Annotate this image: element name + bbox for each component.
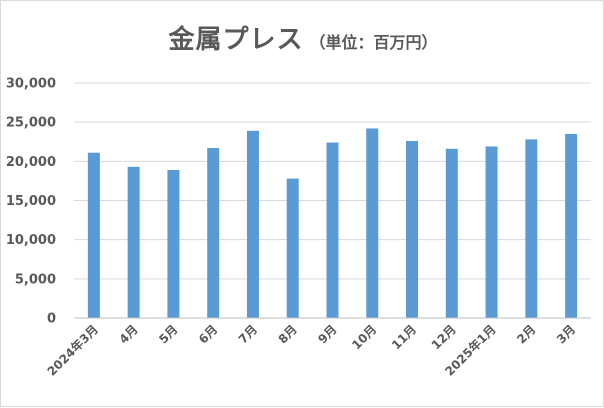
- x-tick-label: 11月: [389, 322, 419, 352]
- bar: [127, 166, 140, 318]
- y-axis-tick-labels: 0 5,000 10,000 15,000 20,000 25,000 30,000: [6, 77, 56, 327]
- x-tick-label: 7月: [236, 322, 260, 346]
- x-tick-label: 12月: [429, 322, 459, 352]
- x-tick-label: 3月: [554, 322, 578, 346]
- bar: [87, 152, 100, 318]
- x-tick-label: 5月: [156, 322, 180, 346]
- bar: [326, 142, 339, 318]
- y-tick-label: 10,000: [6, 233, 56, 248]
- y-tick-label: 25,000: [6, 116, 56, 131]
- bars: [87, 128, 578, 318]
- bar: [366, 128, 379, 318]
- bar: [207, 148, 220, 318]
- bar: [167, 169, 180, 318]
- chart-subtitle: （単位：百万円）: [309, 33, 438, 52]
- x-tick-label: 4月: [116, 322, 140, 346]
- x-tick-label: 8月: [276, 322, 300, 346]
- bar: [286, 178, 299, 318]
- x-tick-label: 6月: [196, 322, 220, 346]
- x-tick-label: 2024年3月: [44, 322, 101, 379]
- bar: [565, 133, 578, 318]
- y-tick-label: 30,000: [6, 77, 56, 92]
- bar: [525, 139, 538, 318]
- x-tick-label: 10月: [349, 322, 379, 352]
- y-tick-label: 20,000: [6, 155, 56, 170]
- bar: [485, 146, 498, 318]
- x-tick-label: 2月: [514, 322, 538, 346]
- y-tick-label: 5,000: [15, 272, 56, 287]
- bar: [406, 140, 419, 318]
- y-tick-label: 0: [47, 312, 56, 327]
- chart-title-text: 金属プレス: [168, 25, 304, 55]
- x-tick-label: 9月: [315, 322, 339, 346]
- chart-title: 金属プレス （単位：百万円）: [1, 19, 604, 56]
- bar: [246, 130, 259, 318]
- bar: [445, 148, 458, 318]
- y-tick-label: 15,000: [6, 194, 56, 209]
